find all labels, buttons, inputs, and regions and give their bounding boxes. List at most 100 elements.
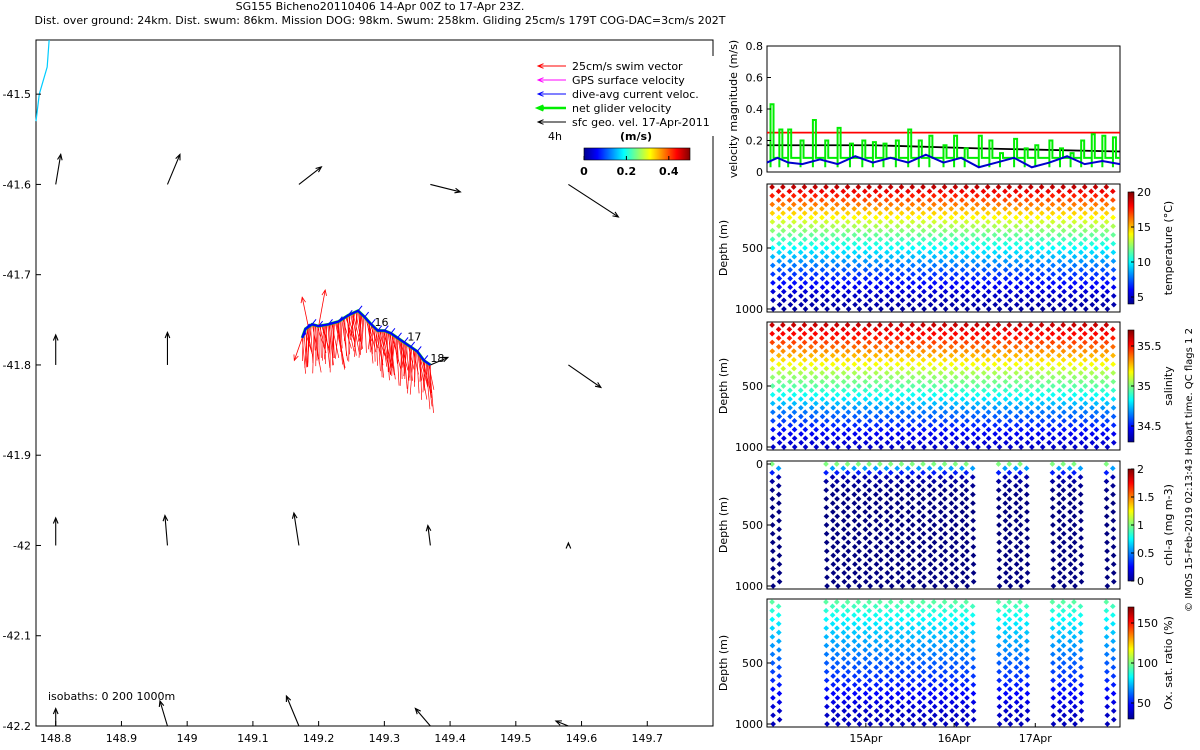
temperature-sample [798, 301, 804, 308]
temperature-sample [921, 288, 927, 295]
salinity-sample [970, 404, 977, 411]
salinity-sample [769, 365, 776, 372]
chla-sample [910, 574, 917, 581]
salinity-sample [884, 396, 890, 402]
temperature-sample [1077, 205, 1084, 212]
salinity-sample [992, 439, 999, 446]
temperature-sample [927, 301, 934, 308]
temperature-sample [974, 280, 981, 286]
oxygen-sample [824, 695, 830, 701]
temperature-sample [1082, 297, 1089, 304]
current-vector [347, 309, 353, 316]
salinity-sample [905, 361, 912, 368]
temperature-sample [780, 192, 786, 199]
chla-sample [916, 526, 923, 533]
chla-sample [960, 578, 966, 585]
salinity-sample [877, 357, 884, 363]
oxygen-sample [888, 721, 895, 727]
oxygen-sample [823, 660, 830, 666]
salinity-sample [941, 322, 948, 328]
geo-velocity-arrow [568, 183, 619, 218]
temperature-sample [1081, 192, 1088, 199]
salinity-sample [791, 444, 798, 450]
salinity-sample [1056, 387, 1063, 394]
chla-sample [926, 465, 933, 472]
temperature-sample [1006, 201, 1013, 208]
temperature-sample [910, 280, 916, 286]
chla-sample [877, 461, 883, 467]
salinity-sample [888, 418, 895, 424]
chla-sample [877, 522, 884, 528]
salinity-sample [905, 343, 911, 350]
chla-sample [1110, 570, 1117, 576]
salinity-sample [1035, 387, 1041, 394]
temperature-sample [1110, 205, 1116, 212]
salinity-sample [829, 352, 836, 359]
salinity-sample [1028, 383, 1035, 389]
chla-sample [1056, 543, 1063, 550]
salinity-sample [938, 396, 944, 402]
chla-sample [937, 500, 944, 507]
temperature-sample [909, 227, 916, 234]
temperature-sample [899, 227, 905, 234]
chla-sample [921, 565, 927, 572]
temperature-sample [1013, 197, 1019, 203]
geo-velocity-arrow [430, 356, 449, 366]
chla-sample [888, 487, 894, 493]
salinity-sample [791, 435, 798, 442]
geo-velocity-arrow-head [52, 707, 59, 715]
oxygen-sample [899, 660, 905, 666]
temperature-sample [975, 306, 981, 312]
chla-sample [1056, 474, 1062, 480]
temperature-sample [1007, 297, 1014, 304]
salinity-sample [1028, 330, 1034, 337]
chla-sample [830, 578, 837, 585]
oxygen-sample [862, 647, 869, 653]
temperature-sample [985, 262, 992, 269]
salinity-sample [1050, 374, 1056, 381]
chla-sample [845, 522, 851, 528]
legend-label: dive-avg current veloc. [572, 88, 699, 101]
chla-sample [894, 465, 901, 472]
salinity-sample [852, 431, 858, 437]
salinity-sample [926, 326, 933, 333]
chla-sample [941, 469, 948, 476]
temperature-sample [985, 236, 991, 243]
temperature-sample [1060, 253, 1067, 260]
salinity-sample [802, 391, 808, 398]
chla-sample [873, 543, 880, 550]
salinity-sample [970, 396, 977, 402]
salinity-sample [786, 326, 793, 333]
salinity-sample [931, 435, 938, 442]
salinity-sample [969, 335, 976, 341]
chla-sample [1110, 482, 1116, 489]
temperature-sample [790, 201, 797, 208]
temperature-sample [963, 184, 969, 190]
salinity-sample [797, 378, 804, 385]
salinity-sample [970, 378, 976, 385]
chla-sample [959, 561, 966, 568]
temperature-sample [942, 297, 949, 304]
temperature-sample [927, 266, 934, 273]
salinity-sample [910, 391, 916, 398]
temperature-sample [780, 184, 786, 190]
temperature-sample [996, 280, 1003, 286]
chla-sample [952, 513, 959, 520]
salinity-sample [948, 378, 955, 385]
legend-item: GPS surface velocity [536, 74, 685, 87]
oxygen-sample [877, 616, 883, 623]
temperature-sample [1039, 219, 1045, 225]
salinity-sample [813, 444, 820, 450]
chla-sample [1110, 578, 1117, 585]
salinity-sample [970, 431, 977, 437]
salinity-sample [964, 400, 970, 407]
salinity-sample [1082, 383, 1089, 389]
salinity-sample [888, 400, 895, 407]
salinity-sample [937, 343, 944, 350]
salinity-sample [830, 387, 836, 394]
salinity-sample [856, 444, 863, 450]
geo-velocity-arrow-head [164, 331, 171, 339]
salinity-sample [888, 444, 895, 450]
oxygen-sample [898, 607, 905, 614]
chla-sample [1056, 465, 1062, 472]
